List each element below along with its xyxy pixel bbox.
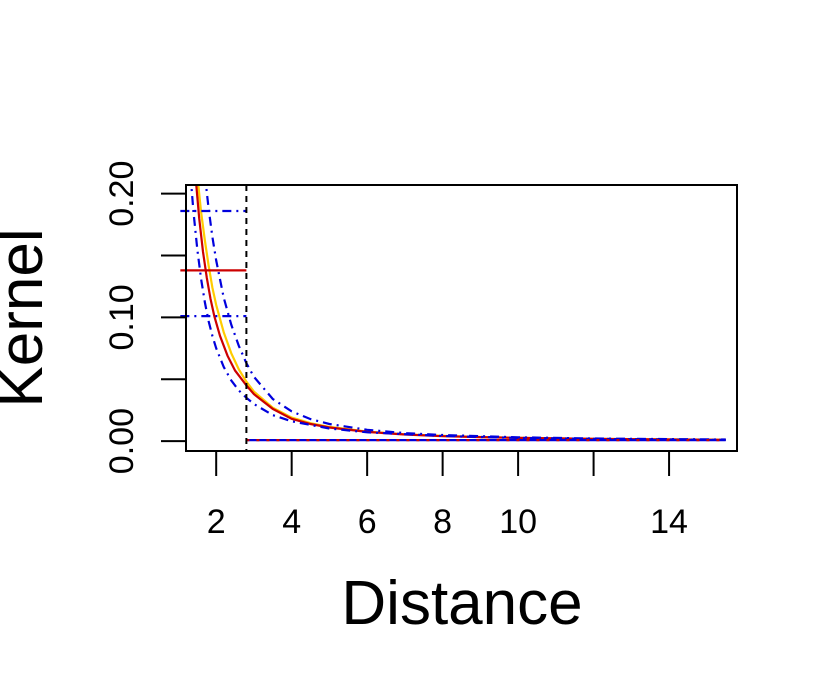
x-tick-label: 4 — [282, 503, 301, 541]
series-line-3 — [190, 185, 726, 441]
segment-layer — [180, 209, 247, 318]
x-tick-label: 10 — [499, 503, 537, 541]
plot-frame — [185, 184, 738, 452]
x-tick-label: 6 — [358, 503, 377, 541]
y-tick-label: 0.00 — [103, 408, 141, 474]
x-axis: 2 4 6 8 10 14 — [207, 451, 688, 541]
series-line-1 — [197, 185, 726, 441]
x-tick-label: 14 — [650, 503, 688, 541]
y-axis-label: Kernel — [0, 228, 56, 407]
y-tick-label: 0.10 — [103, 284, 141, 350]
x-tick-label: 8 — [433, 503, 452, 541]
y-axis: 0.00 0.10 0.20 — [103, 161, 186, 474]
series-layer — [190, 185, 726, 442]
series-line-4 — [204, 185, 726, 441]
x-axis-label: Distance — [341, 569, 582, 638]
series-line-2 — [195, 185, 726, 441]
x-tick-label: 2 — [207, 503, 226, 541]
y-tick-label: 0.20 — [103, 161, 141, 227]
